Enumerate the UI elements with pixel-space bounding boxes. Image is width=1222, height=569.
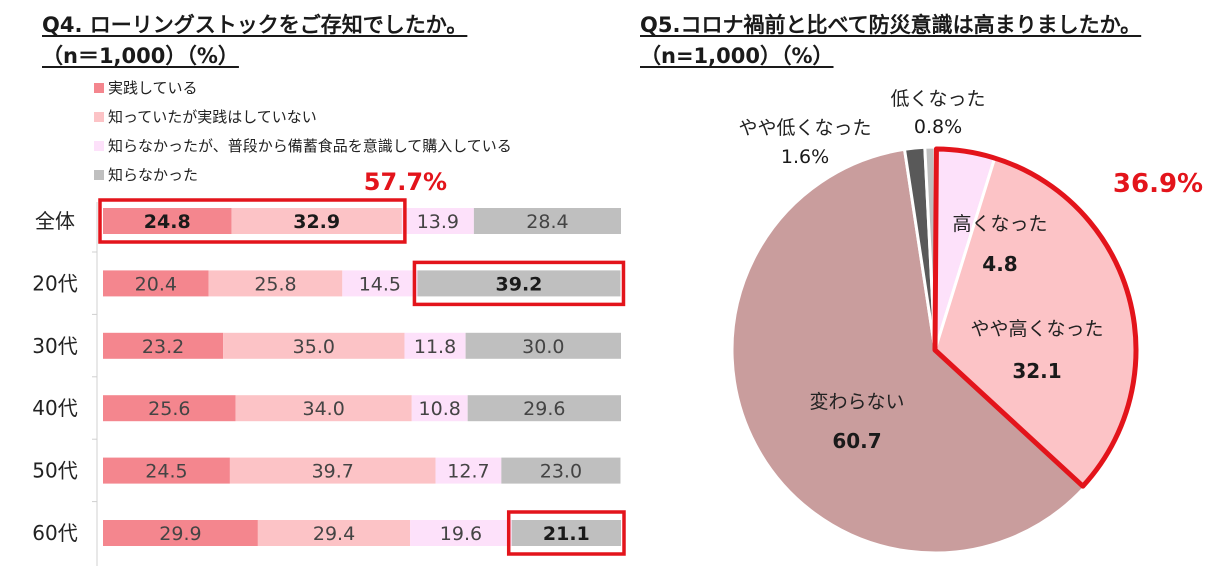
bar-segment (417, 270, 621, 297)
data-label: 32.9 (293, 211, 340, 233)
bar-segment (103, 332, 224, 359)
bar-segment (103, 270, 209, 297)
category-label: 60代 (32, 521, 77, 545)
legend-item: 知っていたが実践はしていない (94, 102, 512, 131)
legend-swatch (94, 111, 104, 122)
bar-segment (501, 457, 621, 484)
data-label: 39.2 (496, 273, 543, 295)
bar-segment (208, 270, 343, 297)
slice-value-label: 32.1 (1012, 359, 1061, 383)
legend-label: 知らなかったが、普段から備蓄食品を意識して購入している (108, 137, 512, 155)
legend-label: 知らなかった (108, 166, 199, 184)
data-label: 14.5 (359, 273, 401, 295)
data-label: 34.0 (303, 398, 345, 420)
data-label: 25.8 (254, 273, 296, 295)
bar-segment (257, 520, 411, 546)
pie-slice (730, 147, 1086, 555)
bar-segment (103, 520, 258, 546)
bar-chart-legend: 実践している知っていたが実践はしていない知らなかったが、普段から備蓄食品を意識し… (94, 73, 512, 189)
bar-segment (465, 332, 621, 359)
data-label: 21.1 (543, 523, 590, 545)
bar-segment (235, 395, 412, 422)
legend-swatch (94, 140, 104, 151)
data-label: 35.0 (293, 336, 335, 358)
data-label: 28.4 (526, 211, 568, 233)
bar-segment (511, 520, 621, 546)
bar-segment (103, 457, 230, 484)
highlight-total-label: 36.9% (1113, 169, 1203, 199)
q4-title: Q4. ローリングストックをご存知でしたか。 (42, 13, 468, 37)
highlight-outline (932, 146, 1139, 489)
category-label: 40代 (32, 396, 77, 420)
bar-segment (223, 332, 405, 359)
highlight-box (412, 260, 626, 307)
bar-segment (229, 457, 436, 484)
legend-item: 知らなかった (94, 160, 512, 189)
category-label: 50代 (32, 459, 77, 483)
bar-segment (435, 457, 502, 484)
legend-swatch (94, 169, 104, 180)
category-label: 全体 (35, 209, 75, 233)
q5-subtitle: （n=1,000）（%） (640, 44, 834, 68)
bar-segment (342, 270, 418, 297)
bar-segment (103, 395, 236, 422)
slice-value-label: 60.7 (832, 429, 881, 453)
highlight-total-label: 57.7% (364, 168, 447, 196)
data-label: 23.0 (540, 461, 582, 483)
slice-name-label: やや低くなった (738, 117, 871, 139)
slice-value-label: 0.8% (914, 116, 962, 138)
slice-name-label: 低くなった (890, 88, 985, 110)
data-label: 20.4 (135, 273, 177, 295)
q4-subtitle: （n＝1,000）（%） (42, 44, 239, 68)
category-label: 20代 (32, 271, 77, 295)
data-label: 29.6 (523, 398, 565, 420)
bar-segment (404, 332, 466, 359)
data-label: 30.0 (522, 336, 564, 358)
slice-name-label: 変わらない (809, 391, 904, 413)
data-label: 13.9 (417, 211, 459, 233)
data-label: 19.6 (440, 523, 482, 545)
bar-segment (410, 520, 512, 546)
bar-segment (467, 395, 621, 422)
bar-segment (473, 208, 621, 234)
slice-value-label: 4.8 (982, 252, 1017, 276)
data-label: 12.7 (447, 461, 489, 483)
legend-label: 実践している (108, 79, 198, 97)
data-label: 24.8 (144, 211, 191, 233)
data-label: 24.5 (145, 461, 187, 483)
bar-segment (103, 208, 232, 234)
slice-name-label: やや高くなった (970, 318, 1103, 340)
q5-title: Q5.コロナ禍前と比べて防災意識は高まりましたか。 (640, 13, 1142, 37)
highlight-box (506, 510, 626, 556)
highlight-box (98, 198, 407, 244)
legend-item: 知らなかったが、普段から備蓄食品を意識して購入している (94, 131, 512, 160)
data-label: 39.7 (312, 461, 354, 483)
data-label: 11.8 (414, 336, 456, 358)
data-label: 29.4 (313, 523, 355, 545)
data-label: 25.6 (148, 398, 190, 420)
data-label: 10.8 (419, 398, 461, 420)
slice-value-label: 1.6% (781, 146, 829, 168)
bar-segment (411, 395, 468, 422)
legend-label: 知っていたが実践はしていない (108, 108, 317, 126)
data-label: 23.2 (142, 336, 184, 358)
legend-item: 実践している (94, 73, 512, 102)
category-label: 30代 (32, 334, 77, 358)
data-label: 29.9 (159, 523, 201, 545)
legend-swatch (94, 82, 104, 93)
bar-segment (401, 208, 474, 234)
slice-name-label: 高くなった (952, 213, 1047, 235)
bar-segment (231, 208, 402, 234)
